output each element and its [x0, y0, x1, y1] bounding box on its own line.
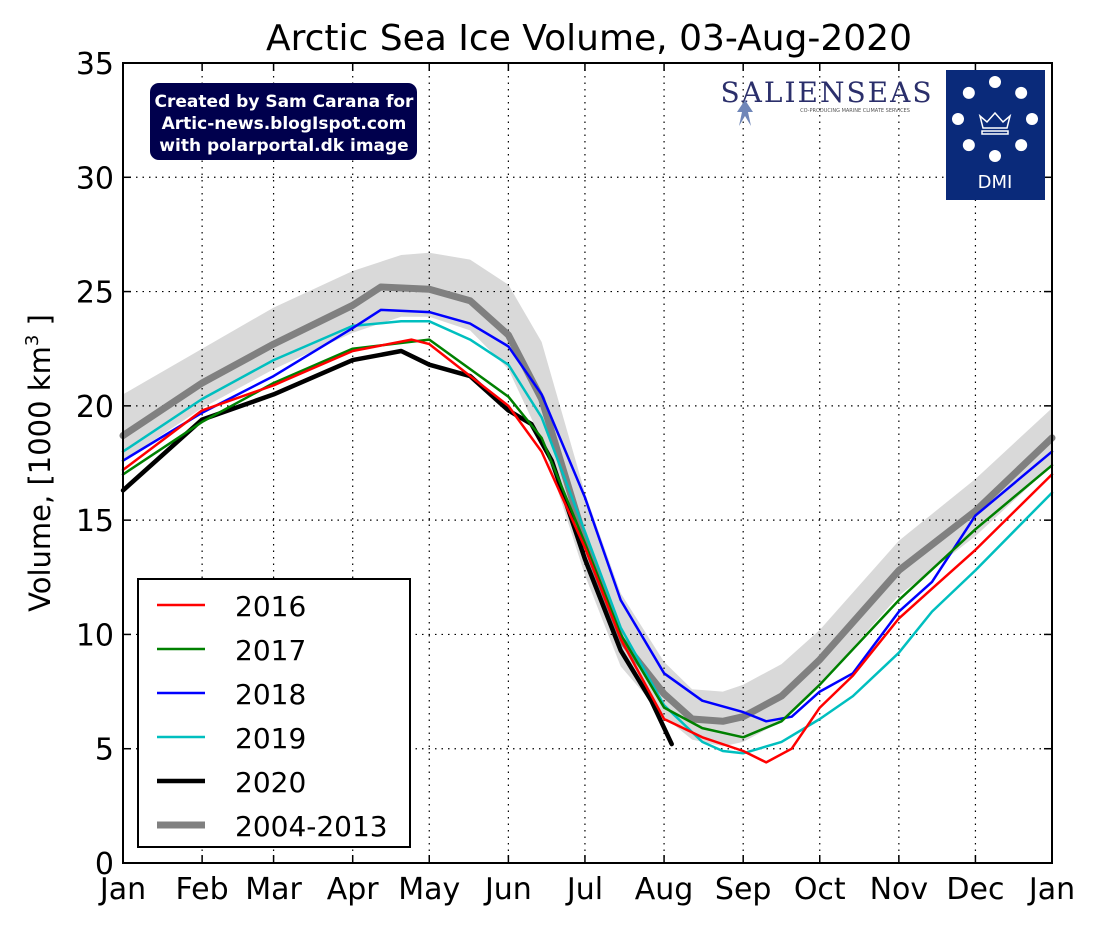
x-tick-label: Dec — [946, 872, 1004, 907]
plot-area: 0 5 10 15 20 25 30 35 Jan Feb Mar Apr May Jun Jul Aug Se… — [76, 47, 1075, 907]
dmi-logo: DMI — [946, 70, 1045, 200]
y-axis-label-end: ] — [23, 314, 57, 335]
series-line-2018 — [121, 308, 1054, 723]
legend-label-2020: 2020 — [235, 766, 306, 799]
x-tick-label: Jun — [483, 872, 532, 907]
dmi-dot — [1015, 86, 1028, 99]
y-tick-label: 35 — [76, 47, 114, 82]
salienseas-name: SALIENSEAS — [720, 76, 933, 109]
series-line-2017 — [121, 338, 1054, 739]
x-tick-label: Jan — [1027, 872, 1075, 907]
annotation-line-3: with polarportal.dk image — [159, 136, 408, 156]
legend-frame — [137, 578, 411, 848]
y-axis-label-sup: 3 — [22, 335, 43, 346]
x-tick-label: Oct — [794, 872, 846, 907]
series-line-2016 — [121, 338, 1054, 764]
legend-label-2016: 2016 — [235, 590, 306, 623]
y-axis-label-main: Volume, [1000 km — [23, 346, 57, 612]
x-tick-label: Apr — [327, 872, 380, 907]
dmi-dot — [1015, 139, 1028, 152]
dmi-dot — [962, 139, 975, 152]
y-tick-label: 0 — [95, 847, 114, 882]
legend: 2016 2017 2018 2019 2020 2004-2013 — [137, 578, 411, 848]
salienseas-tagline: CO-PRODUCING MARINE CLIMATE SERVICES — [800, 108, 910, 114]
y-tick-label: 10 — [76, 618, 114, 653]
x-tick-label: Sep — [715, 872, 772, 907]
series-line-2019 — [121, 320, 1054, 755]
x-tick-label: Mar — [245, 872, 302, 907]
y-tick-label: 5 — [95, 733, 114, 768]
x-tick-label: Jan — [98, 872, 146, 907]
legend-label-2004-2013: 2004-2013 — [235, 810, 388, 843]
dmi-dot — [952, 113, 964, 125]
legend-label-2018: 2018 — [235, 678, 306, 711]
dmi-dot — [989, 76, 1001, 88]
dmi-background — [946, 70, 1045, 200]
dmi-dot — [1026, 113, 1038, 125]
dmi-dot — [989, 150, 1001, 162]
x-tick-label: Feb — [176, 872, 229, 907]
salienseas-logo: SALIENSEAS CO-PRODUCING MARINE CLIMATE S… — [720, 76, 933, 126]
x-tick-label: Nov — [870, 872, 929, 907]
dmi-name: DMI — [978, 172, 1013, 193]
x-tick-label: Jul — [565, 872, 603, 907]
x-tick-label: Aug — [635, 872, 694, 907]
legend-label-2017: 2017 — [235, 634, 306, 667]
y-tick-label: 20 — [76, 390, 114, 425]
y-axis-label: Volume, [1000 km3 ] — [22, 314, 57, 612]
dmi-dots-icon — [952, 76, 1038, 162]
y-tick-label: 15 — [76, 504, 114, 539]
dmi-dot — [962, 86, 975, 99]
series-line-2020 — [120, 348, 674, 747]
y-tick-label: 30 — [76, 161, 114, 196]
y-tick-label: 25 — [76, 276, 114, 311]
annotation-background — [150, 83, 417, 160]
legend-label-2019: 2019 — [235, 722, 306, 755]
dmi-crown-icon — [978, 111, 1012, 135]
annotation-line-1: Created by Sam Carana for — [155, 92, 414, 112]
salienseas-figure-icon — [737, 100, 753, 126]
annotation-line-2: Artic-news.blogIspot.com — [162, 114, 407, 134]
annotation-box: Created by Sam Carana for Artic-news.blo… — [150, 83, 417, 160]
chart-title: Arctic Sea Ice Volume, 03-Aug-2020 — [266, 18, 912, 59]
x-tick-label: May — [398, 872, 460, 907]
plot-frame — [122, 62, 1053, 864]
